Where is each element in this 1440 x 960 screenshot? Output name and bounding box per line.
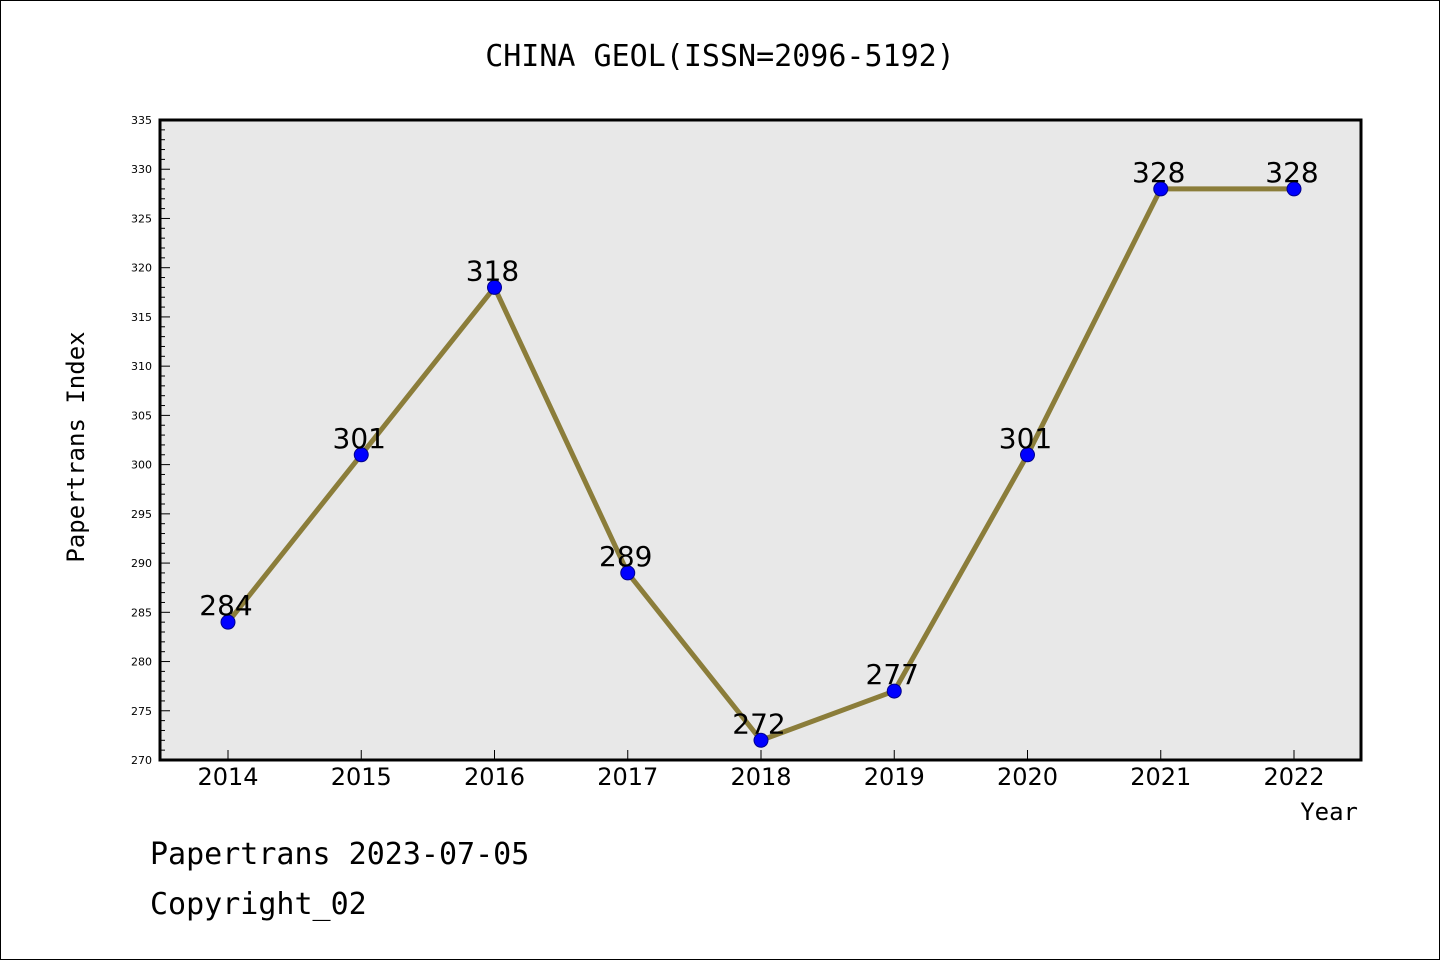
x-tick-label: 2018: [730, 763, 791, 791]
y-tick-label: 325: [131, 212, 152, 225]
footer-source: Papertrans 2023-07-05: [150, 837, 529, 872]
y-tick-label: 280: [131, 656, 152, 669]
y-tick-label: 310: [131, 360, 152, 373]
data-point: [620, 565, 636, 581]
x-tick-label: 2014: [197, 763, 258, 791]
data-label: 277: [866, 658, 919, 691]
data-point: [1020, 447, 1035, 463]
x-tick-label: 2016: [464, 763, 525, 791]
x-tick-label: 2022: [1263, 763, 1324, 791]
data-label: 328: [1265, 156, 1318, 189]
y-tick-label: 320: [131, 262, 152, 275]
y-tick-label: 305: [131, 409, 152, 422]
y-tick-label: 285: [131, 606, 152, 619]
x-tick-label: 2020: [997, 763, 1058, 791]
y-tick-label: 315: [131, 311, 152, 324]
x-tick-label: 2017: [597, 763, 658, 791]
data-point: [353, 447, 369, 463]
series-markers: [220, 181, 1302, 748]
y-tick-label: 330: [131, 163, 152, 176]
data-label: 301: [333, 422, 386, 455]
data-label: 328: [1132, 156, 1185, 189]
data-labels: 284 301 318 289 272 277 301 328 328: [199, 156, 1318, 740]
data-point: [487, 279, 502, 295]
data-label: 289: [599, 540, 652, 573]
chart-title: CHINA GEOL(ISSN=2096-5192): [485, 39, 955, 74]
data-label: 301: [999, 422, 1052, 455]
data-point: [886, 683, 902, 699]
y-tick-label: 295: [131, 508, 152, 521]
data-label: 284: [199, 589, 252, 622]
plot-area: [158, 118, 1363, 762]
y-tick-label: 335: [131, 114, 152, 127]
data-label: 318: [466, 254, 519, 287]
x-tick-label: 2015: [331, 763, 392, 791]
y-tick-label: 270: [131, 754, 152, 767]
data-point: [1286, 181, 1302, 197]
y-tick-label: 290: [131, 557, 152, 570]
y-tick-label: 275: [131, 705, 152, 718]
y-axis-label: Papertrans Index: [62, 331, 90, 562]
x-axis: 2014 2015 2016 2017 2018 2019 2020 2021 2022: [197, 750, 1325, 791]
y-axis: 270 275 280 285 290 295 300 305 310 315 320 325 330 3…: [131, 114, 170, 767]
x-tick-label: 2019: [864, 763, 925, 791]
x-axis-label: Year: [1300, 798, 1358, 826]
y-tick-label: 300: [131, 459, 152, 472]
data-point: [753, 732, 769, 748]
data-point: [1153, 181, 1169, 197]
footer-copyright: Copyright_02: [150, 887, 367, 922]
x-tick-label: 2021: [1130, 763, 1191, 791]
data-label: 272: [732, 707, 785, 740]
data-point: [220, 614, 236, 630]
